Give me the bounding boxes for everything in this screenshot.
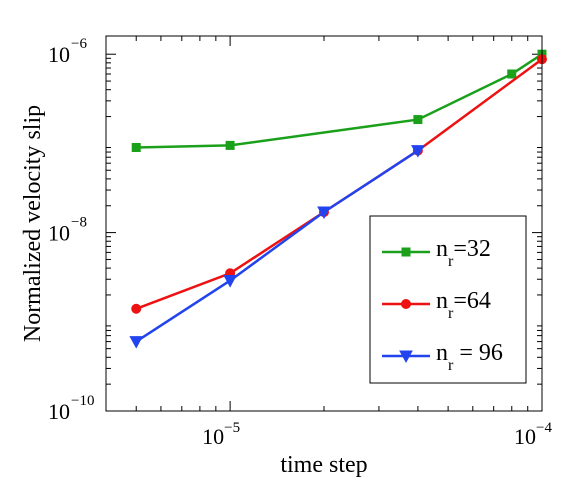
data-point: [223, 275, 237, 288]
y-tick-label: 10 −10: [48, 393, 94, 424]
legend-item: nr = 96: [382, 340, 503, 374]
data-point: [413, 115, 423, 125]
legend-item: nr=64: [382, 288, 491, 322]
x-tick-exponent: −4: [536, 420, 552, 436]
legend-swatch-marker: [399, 350, 413, 364]
data-point: [131, 142, 141, 152]
y-axis-label: Normalized velocity slip: [20, 105, 46, 342]
legend-swatch-marker: [401, 299, 411, 309]
legend-item: nr=32: [382, 236, 491, 270]
legend-label: nr=32: [436, 236, 491, 270]
x-tick-base: 10: [514, 424, 536, 449]
x-tick-label: 10 −5: [202, 420, 240, 449]
x-axis-label: time step: [280, 452, 367, 478]
x-tick-base: 10: [202, 424, 224, 449]
x-tick-exponent: −5: [224, 420, 240, 436]
legend-label: nr=64: [436, 288, 491, 322]
legend-swatch-marker: [401, 247, 411, 257]
y-tick-label: 10 −6: [48, 36, 87, 67]
data-point: [131, 303, 142, 314]
data-point: [507, 69, 517, 79]
data-point: [317, 206, 331, 220]
plot-frame: [105, 35, 543, 412]
legend-label: nr = 96: [436, 340, 503, 374]
y-tick-base: 10: [48, 399, 70, 424]
data-point: [411, 145, 425, 158]
series-line: [136, 53, 543, 149]
y-tick-exponent: −8: [71, 215, 87, 231]
y-tick-label: 10 −8: [48, 215, 87, 246]
x-tick-label: 10 −4: [514, 420, 552, 449]
series-3: [129, 145, 425, 349]
data-point: [129, 336, 144, 349]
y-tick-base: 10: [48, 42, 70, 67]
legend: nr=32 nr=64 nr = 96: [369, 215, 527, 384]
y-tick-exponent: −10: [71, 393, 94, 409]
y-tick-base: 10: [48, 221, 70, 246]
y-tick-exponent: −6: [71, 36, 87, 52]
series-line: [135, 149, 419, 343]
series-group: [129, 49, 547, 349]
data-point: [225, 140, 235, 150]
